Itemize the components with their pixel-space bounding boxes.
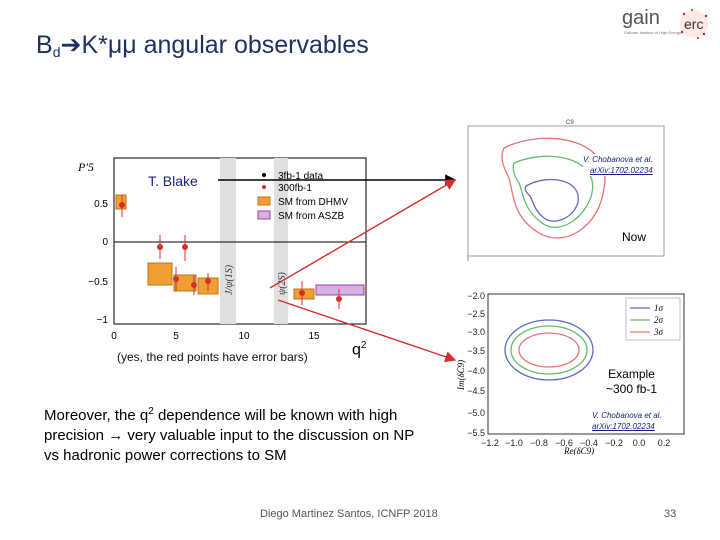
ytick-label: −4.5 bbox=[467, 386, 485, 396]
y-axis-label: P'5 bbox=[77, 160, 94, 174]
jpsi-veto-band bbox=[220, 158, 236, 324]
legend-label: 2σ bbox=[654, 315, 664, 325]
xtick-label: −0.6 bbox=[555, 438, 573, 448]
ytick-label: −3.0 bbox=[467, 327, 485, 337]
contour-1sigma bbox=[524, 178, 579, 222]
example-label: Example ~300 fb-1 bbox=[606, 367, 658, 396]
xtick-label: −1.0 bbox=[505, 438, 523, 448]
error-bars-caption: (yes, the red points have error bars) bbox=[117, 350, 308, 364]
ytick-label: −2.5 bbox=[467, 309, 485, 319]
xtick-label: 5 bbox=[173, 331, 179, 342]
ytick-label: −1 bbox=[97, 315, 109, 326]
ytick-label: −5.0 bbox=[467, 408, 485, 418]
x-axis-label: q2 bbox=[352, 340, 367, 359]
contour-legend: 1σ 2σ 3σ bbox=[625, 297, 681, 341]
ytick-label: −5.5 bbox=[467, 428, 485, 438]
xtick-label: 0 bbox=[111, 331, 117, 342]
plot-legend: 3fb-1 data 300fb-1 SM from DHMV SM from … bbox=[257, 171, 348, 222]
data-point bbox=[299, 290, 305, 296]
now-label: Now bbox=[621, 230, 648, 244]
contour-3sigma bbox=[518, 332, 580, 368]
citation-top: V. Chobanova et al. arXiv:1702.02234 bbox=[583, 154, 653, 176]
erc-logo-text: erc bbox=[684, 16, 703, 32]
legend-label: 1σ bbox=[654, 303, 664, 313]
xtick-label: 0.0 bbox=[633, 438, 646, 448]
citation-bottom: V. Chobanova et al. arXiv:1702.02234 bbox=[592, 411, 662, 431]
p5-prime-plot: 0.5 0 −0.5 −1 0 5 10 15 P'5 J/ψ(1S) ψ(2S… bbox=[64, 155, 370, 350]
jpsi-label: J/ψ(1S) bbox=[224, 264, 235, 295]
contour-2sigma bbox=[510, 325, 588, 375]
sm-aszb-bands bbox=[315, 284, 365, 296]
xtick-label: 15 bbox=[308, 331, 320, 342]
data-point bbox=[119, 202, 125, 208]
legend-label: SM from ASZB bbox=[278, 211, 344, 222]
ytick-label: −0.5 bbox=[88, 277, 108, 288]
xtick-label: −1.2 bbox=[481, 438, 499, 448]
arrow-icon: ➔ bbox=[60, 31, 82, 59]
slide-title: Bd➔K*μμ angular observables bbox=[36, 31, 369, 60]
footer-text: Diego Martinez Santos, ICNFP 2018 bbox=[260, 508, 438, 520]
plot-top-label: C9 bbox=[566, 120, 574, 126]
legend-label: SM from DHMV bbox=[278, 197, 348, 208]
legend-label: 3σ bbox=[653, 327, 664, 337]
ytick-label: 0 bbox=[102, 237, 108, 248]
gain-erc-logo: gain Galician Institute of High Energy P… bbox=[622, 7, 708, 39]
ytick-label: −4.0 bbox=[467, 366, 485, 376]
svg-text:Galician Institute of High Ene: Galician Institute of High Energy Physic… bbox=[624, 30, 696, 35]
legend-label: 3fb-1 data bbox=[278, 171, 323, 182]
xtick-label: 10 bbox=[238, 331, 250, 342]
data-point bbox=[336, 296, 342, 302]
y-axis-label: Im(δC9) bbox=[456, 360, 466, 391]
author-label: T. Blake bbox=[146, 173, 200, 189]
gain-logo-text: gain bbox=[622, 7, 660, 29]
ytick-label: 0.5 bbox=[94, 199, 108, 210]
body-paragraph: Moreover, the q2 dependence will be know… bbox=[44, 406, 414, 464]
data-point bbox=[157, 244, 163, 250]
xtick-label: −0.8 bbox=[530, 438, 548, 448]
data-point bbox=[205, 278, 211, 284]
contour-3sigma bbox=[501, 137, 606, 239]
x-axis-label: Re(δC9) bbox=[563, 446, 594, 455]
page-number: 33 bbox=[664, 508, 677, 520]
psi2s-label: ψ(2S) bbox=[277, 271, 288, 295]
legend-label: 300fb-1 bbox=[278, 183, 312, 194]
xtick-label: −0.4 bbox=[580, 438, 598, 448]
data-point bbox=[191, 282, 197, 288]
c9-contour-plot-300fb: −2.0 −2.5 −3.0 −3.5 −4.0 −4.5 −5.0 −5.5 … bbox=[454, 290, 690, 455]
contour-2sigma bbox=[512, 155, 594, 228]
c9-contour-plot-now: C9 bbox=[454, 118, 670, 268]
contour-1sigma bbox=[504, 319, 594, 381]
ytick-label: −2.0 bbox=[467, 291, 485, 301]
erc-logo-circle bbox=[680, 10, 708, 38]
xtick-label: −0.2 bbox=[605, 438, 623, 448]
data-point bbox=[182, 244, 188, 250]
xtick-label: 0.2 bbox=[658, 438, 671, 448]
ytick-label: −3.5 bbox=[467, 346, 485, 356]
data-point bbox=[173, 276, 179, 282]
